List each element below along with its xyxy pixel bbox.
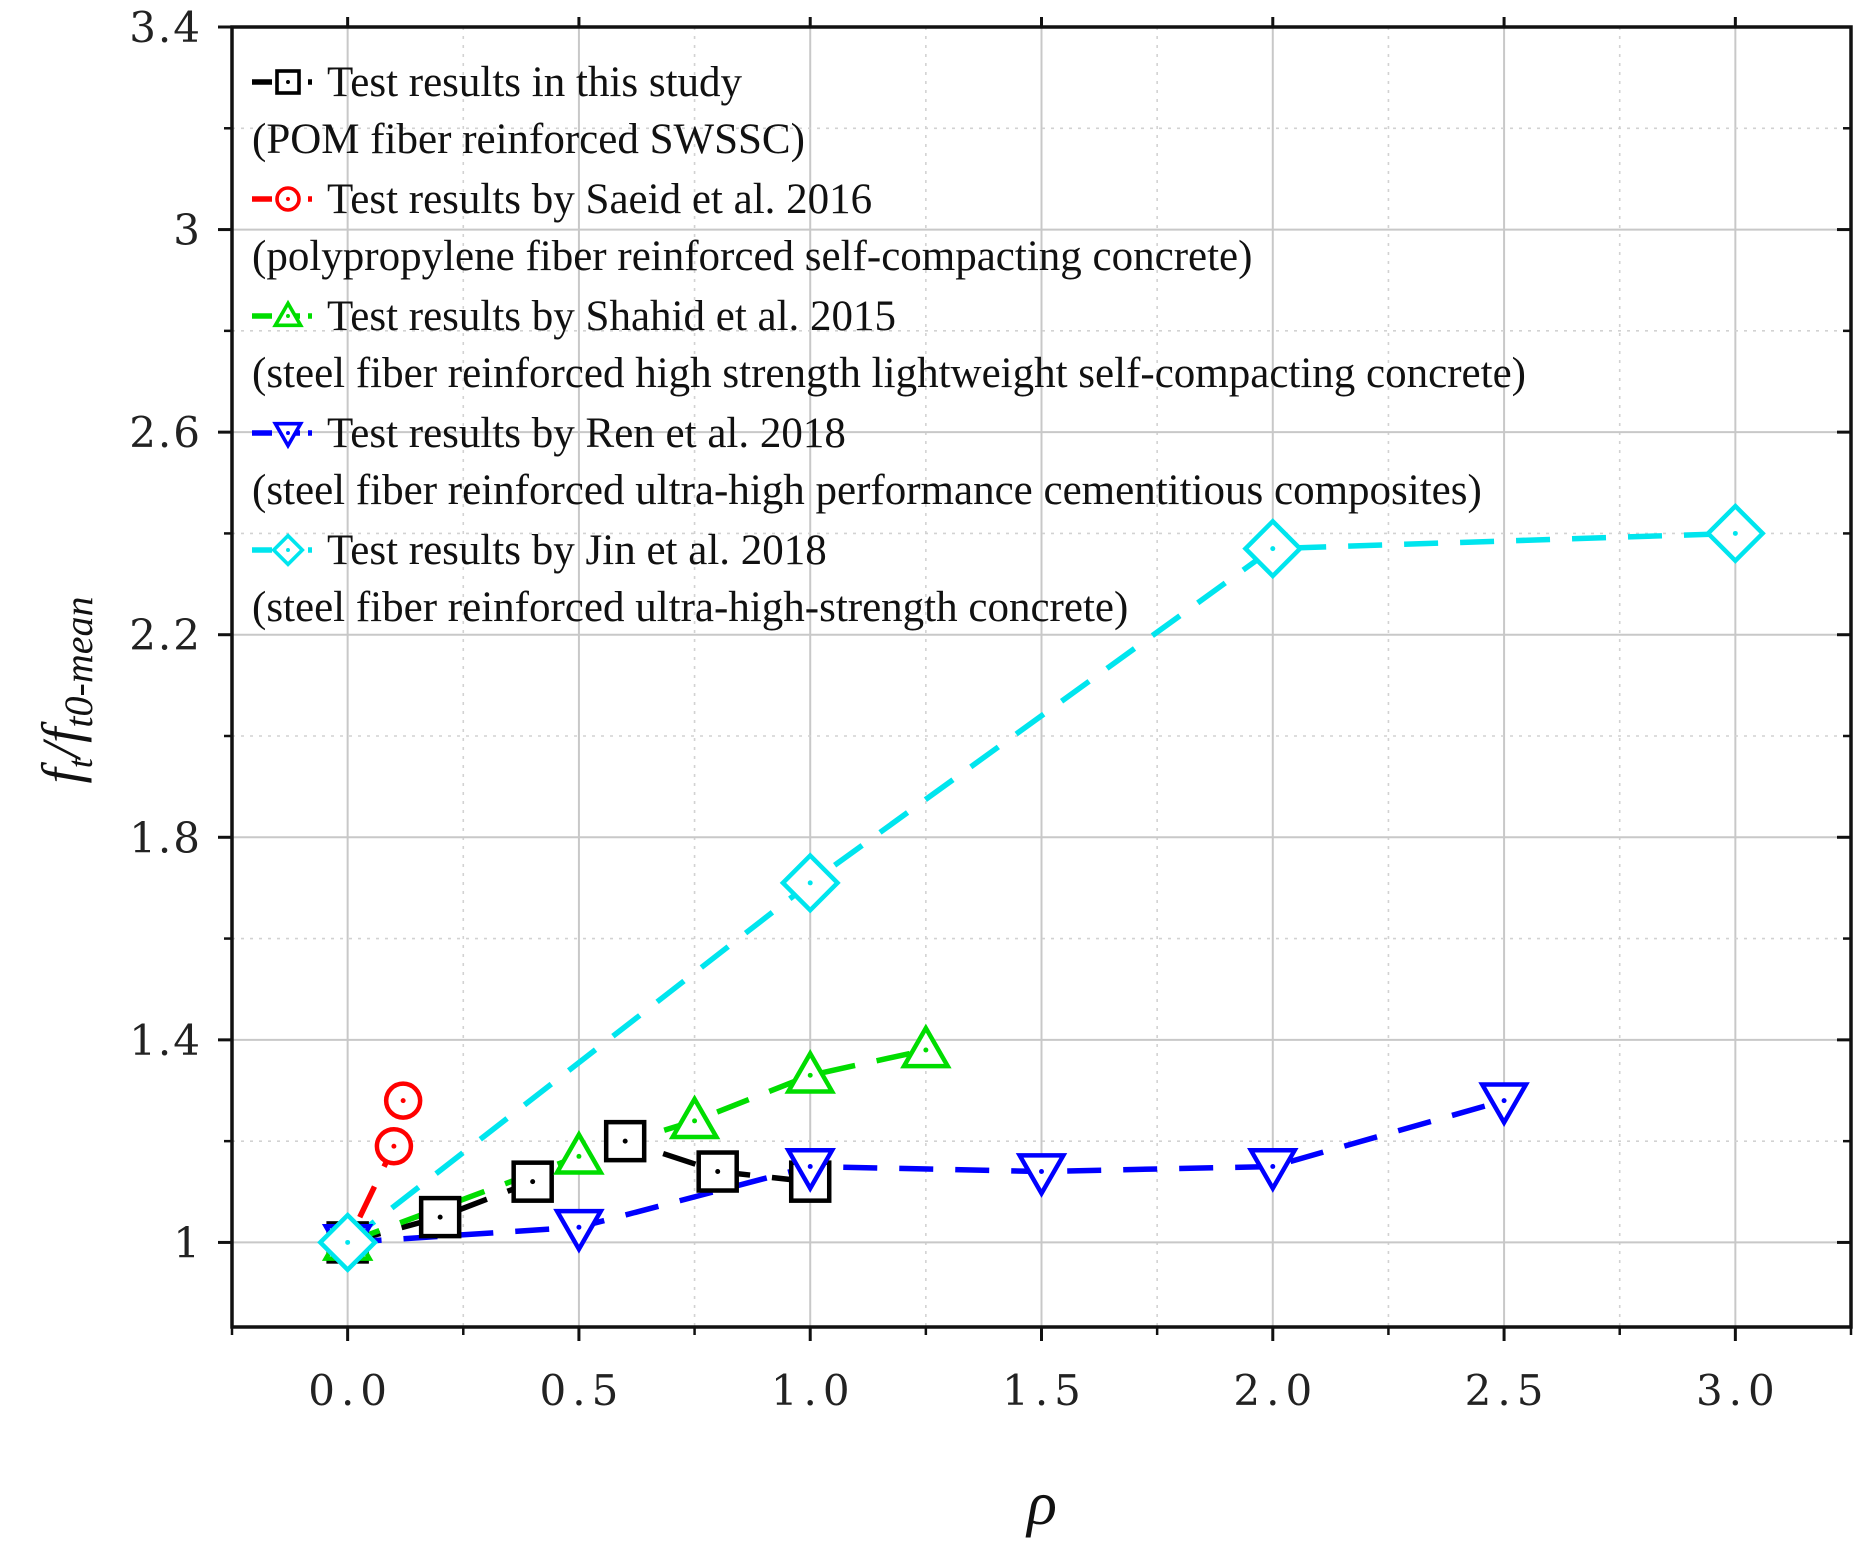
marker-center-dot [286,431,290,435]
y-tick-label: 1 [173,1218,202,1267]
legend-label: Test results in this study [327,59,743,106]
legend-note: (steel fiber reinforced ultra-high-stren… [252,584,1128,631]
marker-center-dot [286,197,290,201]
triangle-down-marker [553,1208,605,1254]
triangle-up-marker [668,1094,721,1140]
triangle-down-marker [1478,1082,1530,1127]
marker-center-dot [400,1098,406,1104]
y-axis-label: ft/ft0-mean [31,597,101,784]
x-tick-label: 2.5 [1465,1366,1550,1415]
marker-center-dot [437,1214,443,1220]
marker-center-dot [576,1153,582,1159]
x-tick-label: 0.0 [308,1366,393,1415]
marker-center-dot [807,1072,813,1078]
legend-note: (polypropylene fiber reinforced self-com… [252,233,1252,280]
y-tick-label: 2.6 [129,408,202,457]
legend-note: (POM fiber reinforced SWSSC) [252,116,805,163]
marker-center-dot [391,1143,397,1149]
legend-label: Test results by Saeid et al. 2016 [327,176,872,223]
triangle-up-marker [900,1023,952,1069]
svg-text:ft/ft0-mean: ft/ft0-mean [31,597,101,784]
legend-note: (steel fiber reinforced high strength li… [252,350,1526,397]
y-tick-label: 1.8 [129,813,202,862]
marker-center-dot [715,1169,721,1175]
y-tick-label: 3 [173,206,202,255]
marker-center-dot [576,1224,582,1230]
y-tick-label: 2.2 [129,611,202,660]
legend: Test results in this study (POM fiber rei… [252,59,1526,631]
marker-center-dot [1501,1098,1507,1104]
y-tick-label: 3.4 [129,3,202,52]
marker-center-dot [286,80,290,84]
marker-center-dot [622,1138,628,1144]
marker-center-dot [807,880,813,886]
x-tick-label: 0.5 [540,1366,625,1415]
x-tick-label: 2.0 [1233,1366,1318,1415]
marker-center-dot [807,1163,813,1169]
series-line-triangle-down [347,1097,1505,1246]
x-tick-label: 1.5 [1002,1366,1087,1415]
marker-center-dot [692,1118,698,1124]
y-label-main-sub: t [60,757,100,768]
marker-center-dot [286,548,290,552]
legend-note: (steel fiber reinforced ultra-high perfo… [252,467,1482,514]
marker-center-dot [1732,530,1738,536]
square-marker [603,1119,647,1163]
x-axis-label: ρ [1025,1470,1057,1538]
series-line-diamond [345,530,1736,1245]
legend-label: Test results by Ren et al. 2018 [327,410,846,457]
marker-center-dot [345,1239,351,1245]
triangle-down-marker [784,1148,836,1193]
marker-center-dot [1270,1163,1276,1169]
y-label-slash: / [31,738,92,761]
y-tick-label: 1.4 [129,1016,202,1065]
legend-label: Test results by Jin et al. 2018 [327,527,827,574]
marker-center-dot [923,1047,929,1053]
marker-center-dot [1270,546,1276,552]
triangle-down-marker [1247,1148,1299,1193]
legend-label: Test results by Shahid et al. 2015 [327,293,896,340]
y-label-den-sub: t0-mean [56,597,101,728]
marker-center-dot [1039,1169,1044,1175]
x-tick-label: 1.0 [771,1366,856,1415]
x-tick-label: 3.0 [1696,1366,1781,1415]
triangle-up-marker [784,1048,836,1094]
marker-center-dot [286,314,290,318]
triangle-down-marker [1015,1153,1068,1198]
tick-labels: 0.0 0.5 1.0 1.5 2.0 2.5 3.0 1 1.4 1.8 2.2 2.6 3 3.4 [129,3,1781,1415]
triangle-up-marker [553,1129,605,1175]
axis-ticks [218,17,1853,1341]
marker-center-dot [530,1179,536,1185]
series-markers [317,502,1766,1273]
